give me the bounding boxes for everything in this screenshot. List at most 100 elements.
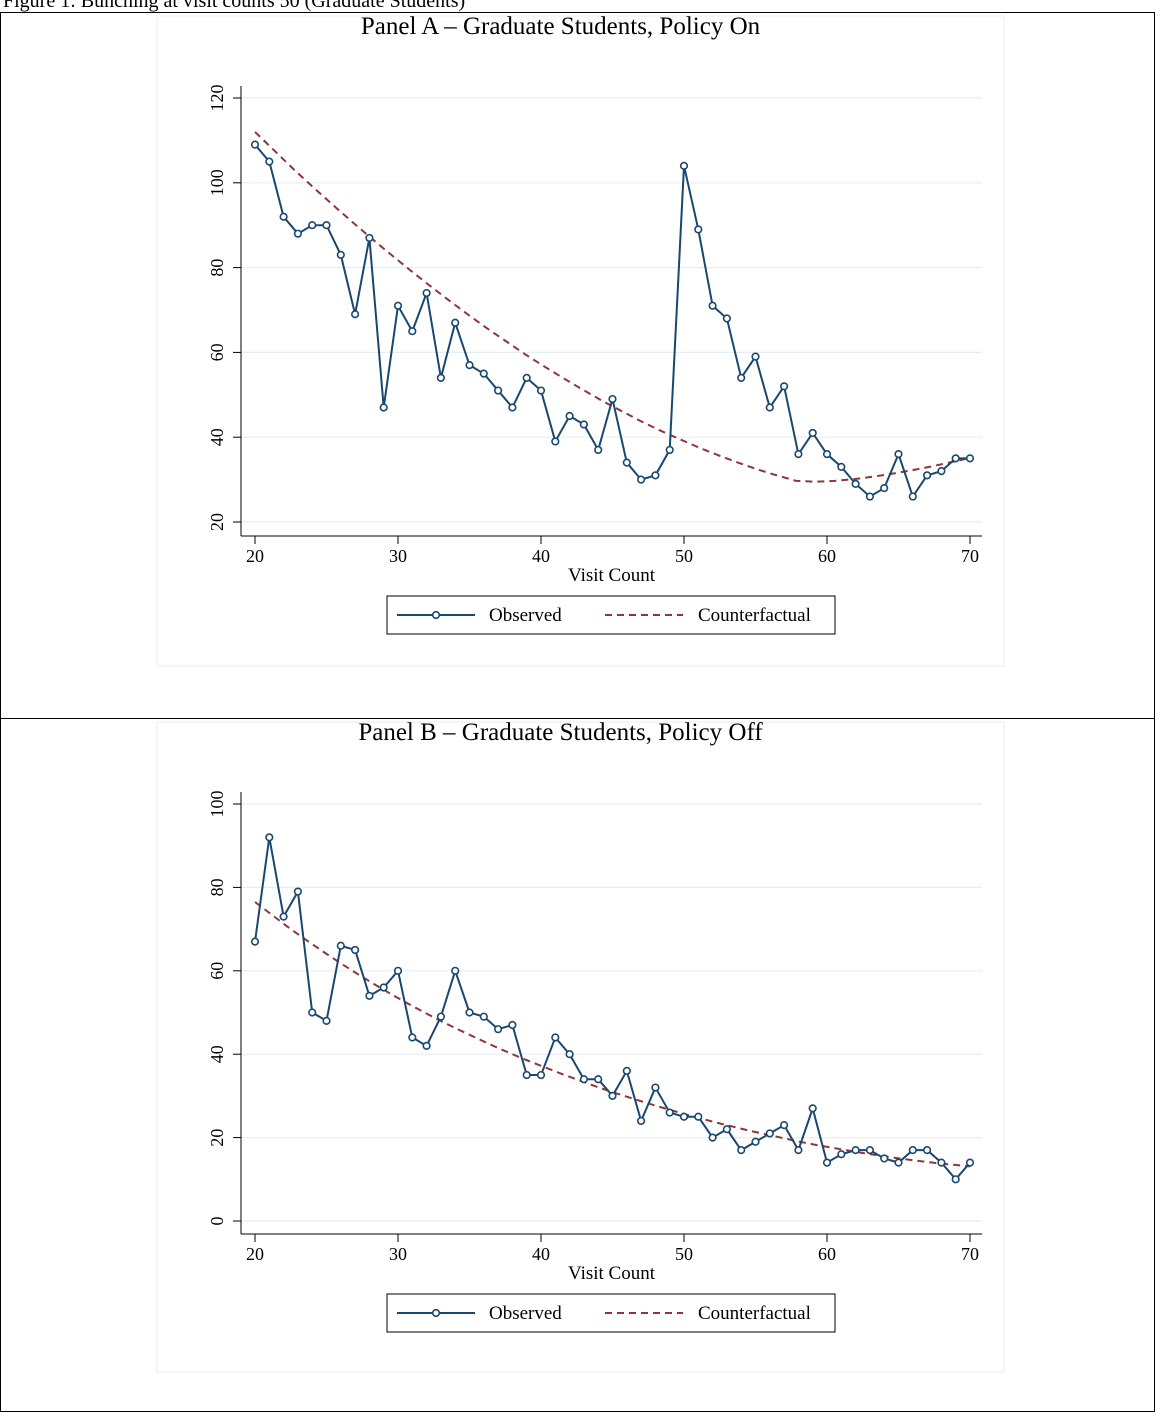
panel-b-observed-point [794,1146,803,1155]
panel-a-legend-observed-marker [431,610,441,620]
panel-b-y-tick-label: 100 [207,791,227,818]
panel-a-observed-point [865,492,875,501]
panel-a-observed-point [336,250,345,259]
panel-b-observed-point [322,1016,331,1025]
panel-b-legend-counterfactual-label: Counterfactual [698,1303,811,1324]
panel-b-observed-point [479,1012,488,1021]
panel-b-observed-point [308,1008,317,1017]
panel-b-observed-point [822,1158,832,1167]
panel-a-observed-point [279,212,288,221]
panel-b-observed-point [508,1020,517,1030]
panel-b-observed-point [665,1108,674,1117]
panel-a-plot-region [156,15,1005,667]
figure-caption: Figure 1: Bunching at visit counts 50 (G… [3,0,466,12]
panel-b-observed-point [408,1033,417,1042]
panel-b-observed-point [722,1125,732,1134]
panel-b-observed-point [608,1091,617,1101]
panel-a-observed-point [822,450,832,459]
panel-b-observed-point [951,1175,960,1184]
panel-b-observed-point [865,1146,875,1155]
panel-b-observed-point [293,887,303,896]
panel-b-y-tick-label: 20 [207,1129,227,1147]
panel-a-observed-point [965,454,975,463]
panel-a-observed-point [293,229,303,238]
panel-b-observed-point [765,1129,774,1138]
panel-b-legend-observed-marker [431,1308,441,1318]
panel-a-observed-point [922,471,932,480]
panel-b-observed-point [351,945,360,955]
panel-b-x-tick-label: 60 [818,1244,836,1264]
panel-a-observed-point [951,454,960,463]
panel-a-observed-point [708,301,717,310]
panel-a-observed-point [636,475,646,484]
panel-a-y-tick-label: 60 [207,343,227,361]
panel-a-x-tick-label: 20 [246,546,264,566]
panel-a-legend-counterfactual-label: Counterfactual [698,605,811,626]
panel-a-x-axis-label: Visit Count [568,565,656,586]
panel-a-x-tick-label: 70 [961,546,979,566]
panel-b-y-tick-label: 40 [207,1045,227,1063]
panel-a-observed-point [536,386,546,395]
panel-b-observed-point [250,937,260,946]
panel-b-x-tick-label: 50 [675,1244,693,1264]
panel-a-chart: Panel A – Graduate Students, Policy On 20… [156,13,1005,667]
panel-a-observed-point [880,483,889,493]
panel-b-observed-point [908,1146,917,1155]
panel-b-legend-observed-label: Observed [489,1303,562,1324]
panel-b-observed-point [465,1008,474,1017]
panel-b-observed-point [779,1120,789,1130]
panel-a-x-tick-label: 50 [675,546,693,566]
panel-a-observed-point [722,314,732,323]
panel-a-observed-point [737,373,746,382]
panel-a-observed-point [594,445,603,455]
panel-b-observed-point [579,1075,589,1084]
panel-a-observed-point [837,462,846,471]
panel-b-observed-point [336,941,345,950]
panel-b-observed-point [965,1158,975,1167]
panel-a-observed-point [351,310,360,319]
panel-b-observed-point [808,1104,817,1113]
panel-a-observed-point [765,403,774,412]
panel-b-observed-point [880,1154,889,1163]
panel-a-y-tick-label: 80 [207,259,227,277]
panel-a-observed-point [808,428,817,438]
panel-a-observed-point [379,403,388,412]
panel-b-observed-point [422,1041,431,1050]
panel-a-observed-point [250,140,260,149]
panel-b-observed-point [393,966,403,975]
panel-b-observed-point [679,1112,689,1121]
panel-a-y-tick-label: 20 [207,513,227,531]
panel-b-observed-point [551,1033,560,1042]
panel-b-y-tick-label: 80 [207,878,227,896]
panel-a-title: Panel A – Graduate Students, Policy On [361,13,761,40]
panel-b-x-tick-label: 70 [961,1244,979,1264]
panel-a-observed-point [894,450,903,459]
panel-b-observed-point [651,1083,660,1092]
panel-b-x-tick-label: 40 [532,1244,550,1264]
panel-a-observed-point [937,467,946,476]
panel-a-observed-point [508,403,517,412]
panel-a-observed-point [779,382,789,391]
panel-b-observed-point [522,1070,531,1080]
panel-a-observed-point [679,161,689,170]
panel-b-observed-point [837,1150,846,1159]
panel-a-observed-point [494,386,503,395]
panel-a-observed-point [851,479,860,488]
panel-a-y-tick-label: 40 [207,428,227,446]
panel-b-observed-point [694,1112,703,1121]
panel-a-observed-point [622,458,631,467]
panel-b-observed-point [894,1158,903,1167]
panel-b-observed-point [379,983,388,992]
panel-b-observed-point [751,1137,760,1146]
panel-a-y-tick-label: 120 [207,85,227,112]
panel-a-observed-point [551,437,560,446]
panel-a-observed-point [694,225,703,234]
panel-a-observed-point [794,450,803,459]
panel-a-observed-point [479,369,488,378]
panel-a-y-tick-label: 100 [207,169,227,196]
panel-b-chart: Panel B – Graduate Students, Policy Off 0… [156,719,1005,1373]
panel-a-observed-point [436,373,446,382]
panel-a-observed-point [265,157,274,166]
panel-a-observed-point [579,420,589,429]
panel-b-y-tick-label: 60 [207,962,227,980]
